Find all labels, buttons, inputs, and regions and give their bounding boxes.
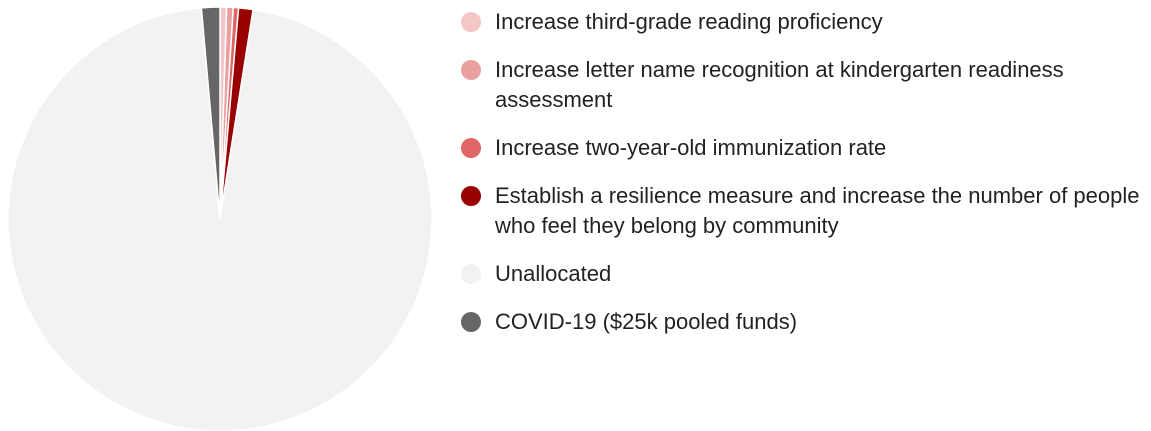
legend-label: Increase third-grade reading proficiency bbox=[495, 9, 883, 34]
legend-swatch bbox=[461, 60, 481, 80]
pie bbox=[7, 6, 433, 431]
legend-label: Establish a resilience measure and incre… bbox=[495, 183, 1140, 238]
legend-label: Increase two-year-old immunization rate bbox=[495, 135, 887, 160]
legend-item: Establish a resilience measure and incre… bbox=[460, 181, 1150, 241]
legend-label: Unallocated bbox=[495, 261, 612, 286]
legend-swatch bbox=[461, 186, 481, 206]
legend-item: Increase third-grade reading proficiency bbox=[460, 7, 1150, 37]
legend-swatch bbox=[461, 138, 481, 158]
legend-swatch bbox=[461, 12, 481, 32]
legend-swatch bbox=[461, 264, 481, 284]
legend: Increase third-grade reading proficiency… bbox=[460, 7, 1150, 355]
legend-swatch bbox=[461, 312, 481, 332]
legend-item: Increase letter name recognition at kind… bbox=[460, 55, 1150, 115]
legend-label: Increase letter name recognition at kind… bbox=[495, 57, 1064, 112]
legend-label: COVID-19 ($25k pooled funds) bbox=[495, 309, 798, 334]
legend-item: COVID-19 ($25k pooled funds) bbox=[460, 307, 1150, 337]
legend-item: Increase two-year-old immunization rate bbox=[460, 133, 1150, 163]
pie-slice bbox=[200, 6, 221, 220]
legend-item: Unallocated bbox=[460, 259, 1150, 289]
